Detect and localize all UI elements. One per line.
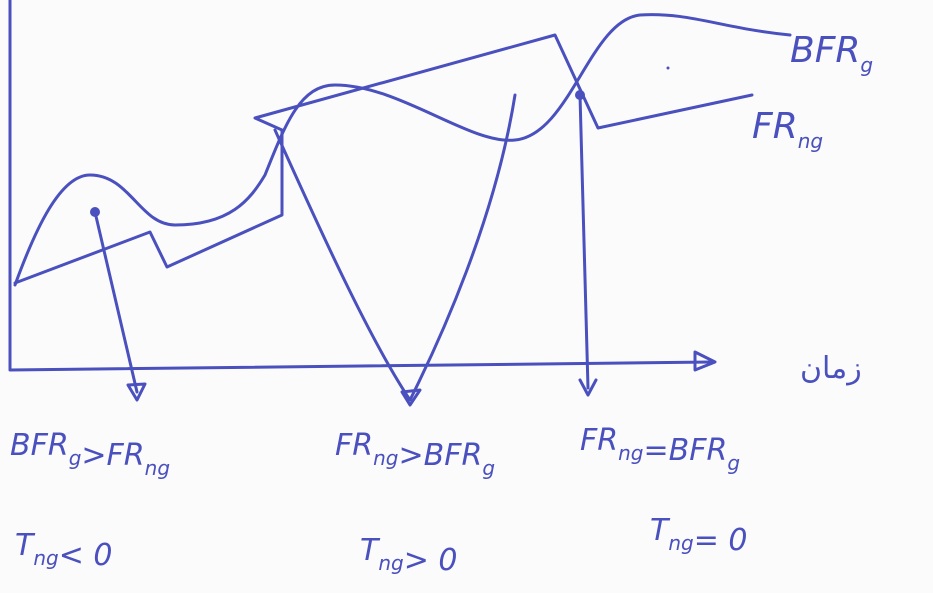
symbol: FR bbox=[335, 428, 373, 463]
arrow bbox=[578, 93, 598, 397]
subscript: ng bbox=[373, 446, 398, 470]
subscript: ng bbox=[145, 456, 170, 480]
subscript: ng bbox=[668, 531, 693, 555]
condition-text: Tng< 0 bbox=[15, 528, 112, 573]
operator: > bbox=[398, 438, 423, 473]
symbol: T bbox=[360, 533, 381, 568]
curve-label: BFRg bbox=[790, 30, 873, 77]
symbol: BFR bbox=[424, 438, 483, 473]
subscript: g bbox=[727, 451, 740, 475]
condition-text: BFRg>FRng bbox=[10, 428, 170, 480]
subscript: g bbox=[69, 446, 82, 470]
v-curve bbox=[273, 93, 517, 402]
bfrg-curve bbox=[13, 13, 792, 287]
curve-label: FRng bbox=[752, 106, 823, 153]
dot bbox=[666, 66, 670, 70]
symbol: BFR bbox=[10, 428, 69, 463]
operator: = bbox=[643, 433, 668, 468]
operator: = 0 bbox=[694, 523, 748, 558]
subscript: ng bbox=[378, 551, 403, 575]
symbol: FR bbox=[580, 423, 618, 458]
axis-label: زمان bbox=[800, 351, 862, 386]
symbol: FR bbox=[107, 438, 145, 473]
condition-text: Tng> 0 bbox=[360, 533, 457, 578]
condition-text: FRng=BFRg bbox=[580, 423, 740, 475]
arrow bbox=[400, 388, 422, 407]
operator: > bbox=[81, 438, 106, 473]
symbol: T bbox=[15, 528, 36, 563]
symbol: T bbox=[650, 513, 671, 548]
axes bbox=[8, 0, 714, 372]
subscript: g bbox=[482, 456, 495, 480]
operator: > 0 bbox=[404, 543, 458, 578]
subscript: ng bbox=[618, 441, 643, 465]
symbol: BFR bbox=[669, 433, 728, 468]
axis-arrow bbox=[693, 350, 717, 372]
subscript: ng bbox=[33, 546, 58, 570]
operator: < 0 bbox=[59, 538, 113, 573]
arrow bbox=[93, 210, 147, 402]
condition-text: FRng>BFRg bbox=[335, 428, 495, 480]
condition-text: Tng= 0 bbox=[650, 513, 747, 558]
